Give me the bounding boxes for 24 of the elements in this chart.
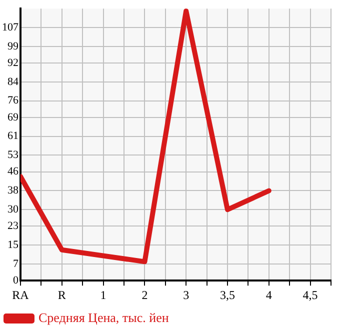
x-tick-label: R <box>58 288 66 302</box>
legend-label: Средняя Цена, тыс. йен <box>38 310 169 325</box>
y-tick-label: 99 <box>8 40 19 52</box>
y-tick-label: 23 <box>8 220 19 232</box>
y-tick-label: 76 <box>8 94 19 107</box>
y-tick-label: 69 <box>8 111 19 124</box>
x-tick-label: 2 <box>142 288 148 302</box>
y-tick-label: 38 <box>8 184 19 197</box>
y-tick-label: 53 <box>8 149 19 162</box>
y-tick-label: 61 <box>8 130 18 142</box>
x-tick-label: 4,5 <box>302 288 318 302</box>
x-tick-label: RA <box>12 288 30 302</box>
x-tick-label: 1 <box>100 288 106 302</box>
y-tick-label: 84 <box>8 76 19 88</box>
y-tick-label: 30 <box>8 204 19 216</box>
y-tick-label: 107 <box>2 21 19 34</box>
y-tick-label: 46 <box>8 166 19 178</box>
x-tick-label: 3,5 <box>220 288 235 302</box>
y-tick-label: 15 <box>8 239 19 252</box>
x-tick-label: 3 <box>183 288 190 302</box>
y-tick-label: 0 <box>13 274 19 286</box>
y-tick-label: 7 <box>13 258 19 270</box>
y-tick-label: 92 <box>8 56 18 69</box>
x-tick-label: 4 <box>266 288 272 302</box>
